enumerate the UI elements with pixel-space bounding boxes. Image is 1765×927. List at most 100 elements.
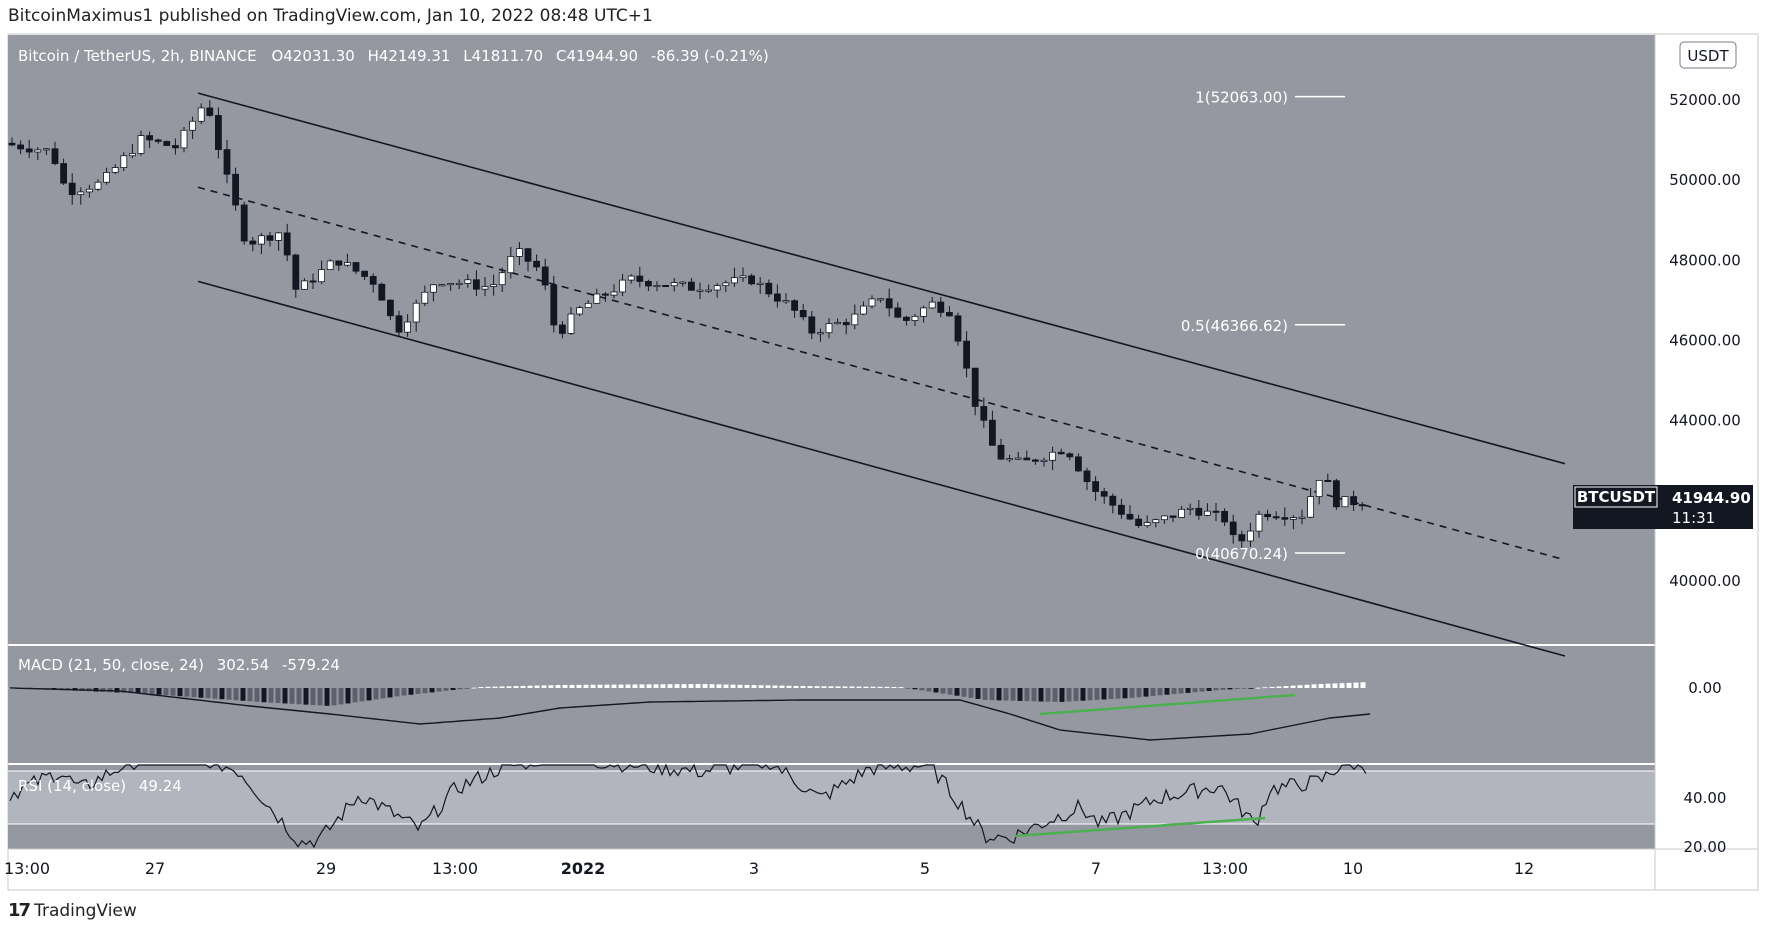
macd-bar-189 xyxy=(1332,683,1338,688)
macd-bar-131 xyxy=(926,688,932,692)
price-tick-3: 46000.00 xyxy=(1669,332,1741,350)
macd-bar-100 xyxy=(709,684,715,688)
candle-body-24 xyxy=(214,115,222,150)
price-tag-symbol-box xyxy=(1574,486,1658,508)
tradingview-footer[interactable]: 17 TradingView xyxy=(8,900,137,921)
macd-bar-58 xyxy=(415,688,421,694)
rsi-divergence-line xyxy=(1014,816,1266,838)
candle-body-1 xyxy=(17,144,25,150)
candle-body-152 xyxy=(1315,479,1323,497)
macd-tick-0: 0.00 xyxy=(1688,679,1721,697)
candle-body-41 xyxy=(361,270,369,277)
candle-body-58 xyxy=(507,256,515,274)
macd-bar-33 xyxy=(240,688,246,701)
candle-body-141 xyxy=(1221,510,1228,523)
macd-bar-39 xyxy=(282,688,288,704)
candle-body-134 xyxy=(1161,515,1168,521)
candle-body-64 xyxy=(559,324,566,334)
macd-bar-77 xyxy=(548,685,554,688)
macd-bar-171 xyxy=(1206,688,1212,691)
rsi-tick-1: 20.00 xyxy=(1684,838,1727,856)
candle-body-68 xyxy=(593,293,601,304)
macd-bar-93 xyxy=(660,684,666,688)
macd-bar-181 xyxy=(1276,686,1282,688)
macd-label: MACD (21, 50, close, 24) xyxy=(18,656,204,674)
macd-bar-146 xyxy=(1031,688,1037,702)
candle-body-88 xyxy=(765,282,773,295)
rsi-line xyxy=(9,763,1367,849)
macd-bar-78 xyxy=(555,685,561,688)
macd-bar-106 xyxy=(751,685,757,688)
macd-bar-45 xyxy=(324,688,330,706)
macd-bar-120 xyxy=(849,686,855,688)
candle-body-7 xyxy=(68,182,76,196)
fib-levels[interactable]: 1(52063.00) 0.5(46366.62) 0(40670.24) xyxy=(1181,89,1345,563)
candle-body-5 xyxy=(51,148,59,164)
macd-bar-83 xyxy=(590,684,596,688)
candle-body-53 xyxy=(464,279,472,284)
candle-body-138 xyxy=(1195,507,1203,516)
time-tick-9: 10 xyxy=(1343,859,1363,878)
candle-body-148 xyxy=(1281,517,1289,520)
channel-lower-line xyxy=(197,280,1566,657)
macd-bar-67 xyxy=(478,686,484,688)
candle-body-104 xyxy=(903,316,910,321)
candle-body-91 xyxy=(791,300,798,311)
candle-body-102 xyxy=(885,298,893,309)
time-tick-0: 13:00 xyxy=(4,859,50,878)
macd-bar-18 xyxy=(135,688,141,694)
price-tick-0: 52000.00 xyxy=(1669,91,1741,109)
candle-body-132 xyxy=(1143,522,1151,527)
macd-bar-112 xyxy=(793,685,799,688)
macd-bar-149 xyxy=(1052,688,1058,702)
rsi-legend: RSI (14, close) 49.24 xyxy=(18,777,182,795)
candle-body-155 xyxy=(1341,496,1349,508)
macd-bar-60 xyxy=(429,688,435,693)
legend-high-label: H xyxy=(368,47,379,65)
candle-body-143 xyxy=(1238,534,1246,542)
candle-body-52 xyxy=(455,282,463,285)
candle-body-38 xyxy=(335,260,343,266)
macd-bar-54 xyxy=(387,688,393,698)
candle-body-156 xyxy=(1350,496,1357,506)
candle-body-9 xyxy=(86,188,93,193)
candle-body-118 xyxy=(1023,457,1031,461)
macd-bar-154 xyxy=(1087,688,1093,701)
macd-bar-68 xyxy=(485,686,491,688)
price-tick-2: 48000.00 xyxy=(1669,251,1741,269)
candle-body-59 xyxy=(516,248,523,257)
candle-body-40 xyxy=(352,262,360,272)
price-tag-symbol: BTCUSDT xyxy=(1577,488,1656,506)
macd-bar-129 xyxy=(912,688,918,690)
macd-bar-46 xyxy=(331,688,337,706)
candle-body-16 xyxy=(146,135,154,141)
candle-body-113 xyxy=(980,406,988,421)
candle-body-103 xyxy=(894,307,902,318)
candle-body-144 xyxy=(1247,530,1254,542)
candle-body-92 xyxy=(799,310,807,318)
candle-body-85 xyxy=(739,275,747,279)
macd-bar-134 xyxy=(947,688,953,695)
macd-bar-84 xyxy=(597,684,603,688)
candle-body-121 xyxy=(1049,451,1056,461)
descending-channel[interactable] xyxy=(197,92,1566,657)
macd-bar-166 xyxy=(1171,688,1177,695)
macd-bar-180 xyxy=(1269,686,1275,688)
legend-low: 41811.70 xyxy=(472,47,544,65)
candle-body-30 xyxy=(266,235,274,241)
candle-body-78 xyxy=(679,281,687,284)
price-axis[interactable]: 52000.00 50000.00 48000.00 46000.00 44000.00… xyxy=(1669,91,1741,856)
candle-body-97 xyxy=(842,322,850,326)
fib-label-0: 1(52063.00) xyxy=(1195,89,1288,107)
time-axis[interactable]: 13:00 27 29 13:00 2022 3 5 7 13:00 10 12 xyxy=(4,859,1534,878)
macd-bar-36 xyxy=(261,688,267,703)
candle-body-105 xyxy=(911,315,919,321)
macd-bar-102 xyxy=(723,684,729,688)
candle-body-37 xyxy=(326,260,334,270)
macd-bar-56 xyxy=(401,688,407,696)
macd-bar-28 xyxy=(205,688,211,699)
candle-body-77 xyxy=(670,282,678,287)
currency-badge[interactable] xyxy=(1679,41,1737,69)
macd-bar-69 xyxy=(492,686,498,688)
